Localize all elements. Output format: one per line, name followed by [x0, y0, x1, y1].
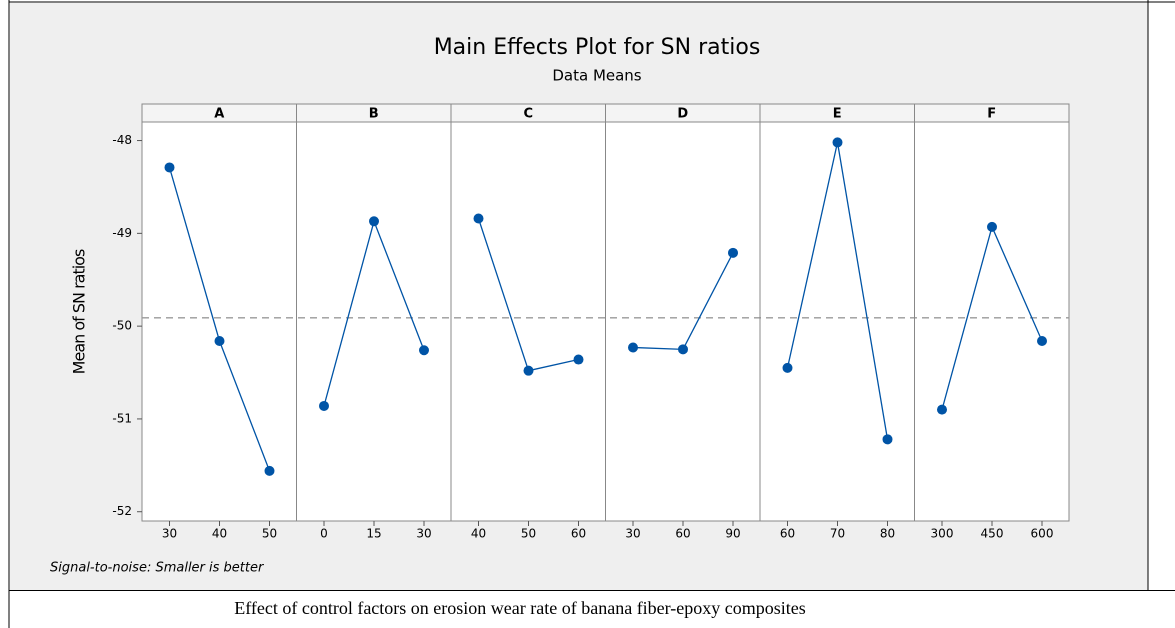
panel-label: A	[214, 107, 224, 122]
y-tick-label: -50	[112, 319, 132, 333]
y-axis-label: Mean of SN ratios	[70, 249, 89, 374]
data-point	[728, 247, 738, 258]
x-tick-label: 0	[320, 527, 328, 541]
y-tick-label: -48	[112, 133, 132, 147]
data-point	[264, 465, 275, 476]
x-tick-label: 50	[521, 527, 536, 541]
x-tick-label: 30	[416, 527, 431, 541]
panel-label: B	[369, 107, 379, 122]
x-tick-label: 40	[471, 527, 486, 541]
chart-title: Main Effects Plot for SN ratios	[434, 35, 761, 60]
data-point	[214, 335, 225, 346]
caption: Effect of control factors on erosion wea…	[234, 598, 806, 618]
y-tick-label: -49	[112, 226, 132, 240]
x-tick-label: 300	[931, 527, 954, 541]
x-tick-label: 15	[366, 527, 381, 541]
x-tick-label: 60	[675, 527, 690, 541]
data-point	[1037, 335, 1047, 346]
data-point	[419, 345, 429, 356]
data-point	[987, 221, 997, 232]
x-tick-label: 30	[162, 527, 177, 541]
panel-label: E	[833, 107, 842, 122]
data-point	[369, 216, 379, 227]
data-point	[319, 400, 329, 411]
x-tick-label: 450	[981, 527, 1004, 541]
footnote: Signal-to-noise: Smaller is better	[50, 561, 265, 576]
x-tick-label: 600	[1031, 527, 1054, 541]
data-point	[678, 344, 688, 355]
panel-label: C	[523, 107, 533, 122]
panel-label: F	[987, 107, 996, 122]
data-point	[782, 362, 793, 373]
data-point	[882, 434, 893, 445]
data-point	[164, 162, 175, 173]
x-tick-label: 60	[571, 527, 586, 541]
data-point	[523, 365, 534, 376]
x-tick-label: 40	[212, 527, 227, 541]
x-tick-label: 30	[625, 527, 640, 541]
data-point	[832, 137, 843, 148]
chart-subtitle: Data Means	[552, 67, 641, 85]
x-tick-label: 90	[725, 527, 740, 541]
x-tick-label: 50	[262, 527, 277, 541]
x-tick-label: 70	[830, 527, 845, 541]
data-point	[628, 342, 638, 353]
y-tick-label: -51	[112, 411, 132, 425]
data-point	[573, 354, 584, 365]
data-point	[937, 404, 947, 415]
x-tick-label: 80	[880, 527, 895, 541]
x-tick-label: 60	[780, 527, 795, 541]
y-tick-label: -52	[112, 504, 132, 518]
panel-label: D	[677, 107, 688, 122]
data-point	[473, 213, 484, 224]
